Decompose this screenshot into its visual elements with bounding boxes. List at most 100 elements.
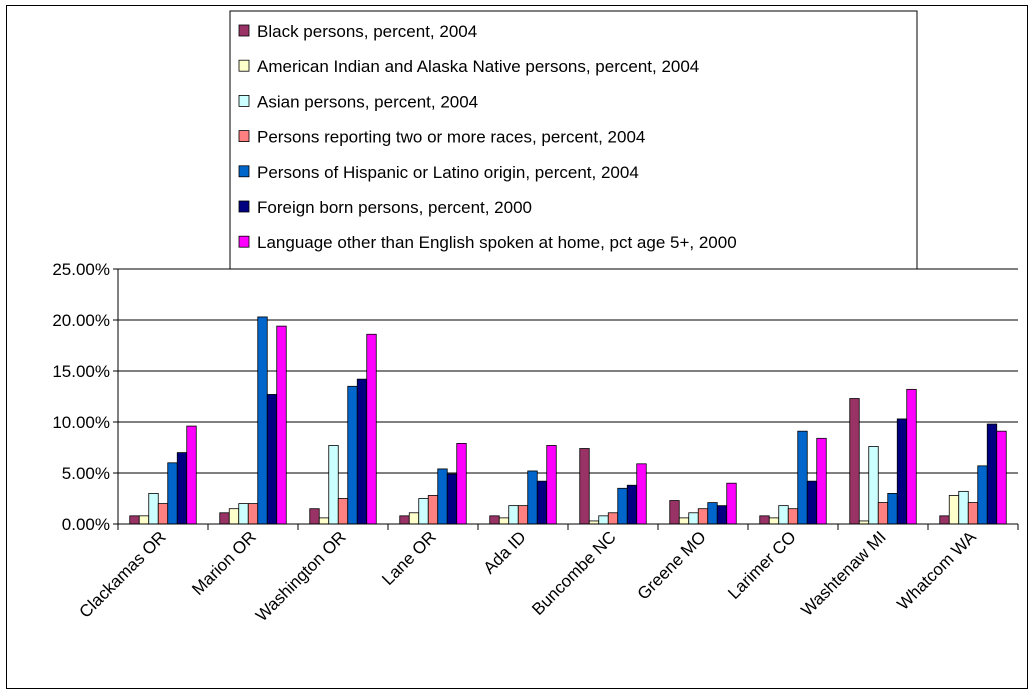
bar — [707, 502, 718, 525]
bar — [948, 495, 960, 525]
bar — [238, 503, 249, 525]
y-tick-label: 20.00% — [52, 311, 110, 330]
x-category-label: Clackamas OR — [76, 527, 170, 621]
bar — [337, 498, 349, 525]
bar — [849, 398, 860, 525]
bar — [778, 505, 789, 525]
bar — [276, 325, 287, 525]
bar — [877, 502, 889, 525]
x-category-label: Whatcom WA — [893, 527, 980, 614]
bar — [257, 316, 268, 525]
bar — [806, 480, 818, 525]
legend-entry: Foreign born persons, percent, 2000 — [257, 198, 532, 217]
legend-swatch — [238, 235, 250, 248]
bar — [996, 430, 1007, 525]
legend-entry: Persons of Hispanic or Latino origin, pe… — [257, 163, 639, 182]
bar — [148, 492, 159, 525]
y-tick-label: 25.00% — [52, 260, 110, 279]
bar — [579, 448, 590, 525]
gridlines — [113, 268, 1018, 525]
x-category-label: Washtenaw MI — [797, 527, 889, 619]
legend-swatch — [238, 200, 250, 213]
legend-swatch — [238, 95, 250, 107]
bar — [498, 517, 510, 525]
legend-entry: Black persons, percent, 2004 — [257, 22, 477, 41]
bar — [868, 446, 879, 525]
legend-swatch — [238, 24, 250, 37]
x-category-label: Ada ID — [480, 527, 530, 577]
bar — [626, 484, 638, 525]
bar — [356, 378, 368, 525]
legend-swatch — [238, 130, 250, 143]
bar — [726, 482, 737, 525]
bar — [797, 430, 808, 525]
legend-entry: Language other than English spoken at ho… — [257, 233, 737, 252]
bar — [157, 503, 169, 525]
legend-swatch — [238, 59, 250, 72]
bar — [328, 445, 339, 525]
bar — [678, 517, 690, 525]
bar — [536, 480, 548, 525]
bar — [697, 508, 709, 525]
x-category-label: Buncombe NC — [528, 527, 620, 619]
bars — [129, 316, 1007, 525]
bar — [896, 418, 908, 525]
bar — [228, 508, 240, 525]
bar — [437, 468, 448, 525]
y-axis-tick-labels: 0.00% 5.00% 10.00% 15.00% 20.00% 25.00% — [52, 260, 110, 534]
x-category-label: Larimer CO — [724, 527, 800, 603]
bar — [759, 515, 770, 525]
bar — [309, 508, 320, 525]
x-category-label: Lane OR — [378, 527, 440, 589]
bar — [266, 394, 278, 525]
bar — [446, 473, 458, 525]
bar — [669, 500, 680, 525]
bar — [427, 495, 439, 525]
bar — [489, 515, 500, 525]
y-tick-label: 10.00% — [52, 413, 110, 432]
bar — [366, 333, 377, 525]
bar — [816, 437, 827, 525]
bar — [186, 425, 197, 525]
bar — [986, 423, 998, 525]
bar — [129, 515, 140, 525]
bar — [347, 385, 358, 525]
bar — [768, 517, 780, 525]
bar — [958, 490, 969, 525]
bar — [688, 512, 699, 525]
x-category-label: Washington OR — [252, 527, 350, 625]
bar — [138, 515, 150, 525]
bar — [176, 452, 188, 525]
legend-entry: Asian persons, percent, 2004 — [257, 92, 478, 111]
bar — [399, 515, 410, 525]
bar — [456, 443, 467, 525]
bar — [967, 502, 979, 525]
x-category-label: Marion OR — [188, 527, 260, 599]
bar — [977, 465, 988, 525]
bar — [716, 505, 728, 525]
bar — [939, 515, 950, 525]
bar — [508, 505, 519, 525]
bar — [607, 512, 619, 525]
bar — [617, 487, 628, 525]
bar — [546, 445, 557, 525]
bar — [887, 492, 898, 525]
y-tick-label: 0.00% — [62, 515, 110, 534]
bar — [636, 463, 647, 525]
bar — [247, 503, 259, 525]
legend-entry: Persons reporting two or more races, per… — [257, 128, 645, 147]
bar — [527, 470, 538, 525]
bar — [167, 462, 178, 525]
x-category-label: Greene MO — [634, 527, 710, 603]
legend-entry: American Indian and Alaska Native person… — [257, 57, 699, 76]
legend-box — [229, 10, 918, 270]
bar — [787, 508, 799, 525]
bar — [318, 517, 330, 525]
y-tick-label: 15.00% — [52, 362, 110, 381]
legend: Black persons, percent, 2004 American Ind… — [229, 10, 918, 270]
legend-swatch — [238, 165, 250, 178]
bar — [219, 512, 230, 525]
bar — [517, 505, 529, 525]
